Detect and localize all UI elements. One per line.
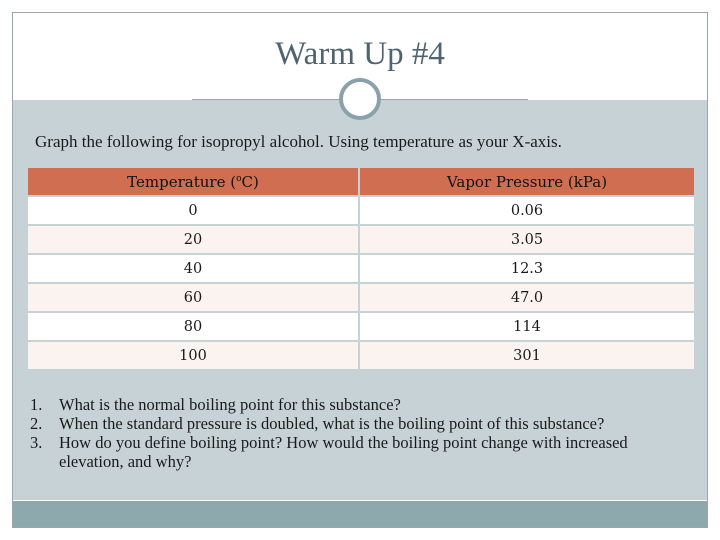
cell-temperature: 40 — [28, 255, 360, 284]
cell-pressure: 301 — [360, 342, 694, 371]
question-text: What is the normal boiling point for thi… — [59, 395, 401, 414]
bottom-bar — [13, 501, 707, 527]
intro-text: Graph the following for isopropyl alcoho… — [35, 132, 562, 151]
header-pressure: Vapor Pressure (kPa) — [360, 168, 694, 197]
header-temperature: Temperature (oC) — [28, 168, 360, 197]
data-table: Temperature (oC) Vapor Pressure (kPa) 0 … — [28, 168, 694, 371]
question-number: 1. — [30, 395, 43, 414]
cell-temperature: 100 — [28, 342, 360, 371]
header-temperature-unit: C) — [241, 172, 259, 191]
question-item: 3. How do you define boiling point? How w… — [30, 433, 680, 471]
cell-pressure: 12.3 — [360, 255, 694, 284]
question-number: 2. — [30, 414, 43, 433]
table-row: 0 0.06 — [28, 197, 694, 226]
cell-pressure: 0.06 — [360, 197, 694, 226]
degree-symbol: o — [236, 173, 242, 184]
table-header-row: Temperature (oC) Vapor Pressure (kPa) — [28, 168, 694, 197]
slide-title: Warm Up #4 — [275, 36, 445, 72]
table-row: 60 47.0 — [28, 284, 694, 313]
cell-temperature: 20 — [28, 226, 360, 255]
question-item: 2. When the standard pressure is doubled,… — [30, 414, 680, 433]
cell-temperature: 0 — [28, 197, 360, 226]
cell-pressure: 47.0 — [360, 284, 694, 313]
question-text: When the standard pressure is doubled, w… — [59, 414, 605, 433]
cell-temperature: 60 — [28, 284, 360, 313]
cell-pressure: 3.05 — [360, 226, 694, 255]
question-item: 1. What is the normal boiling point for t… — [30, 395, 680, 414]
table-row: 100 301 — [28, 342, 694, 371]
cell-temperature: 80 — [28, 313, 360, 342]
question-text: How do you define boiling point? How wou… — [59, 433, 628, 471]
question-number: 3. — [30, 433, 43, 452]
table-row: 40 12.3 — [28, 255, 694, 284]
table-row: 80 114 — [28, 313, 694, 342]
questions-list: 1. What is the normal boiling point for t… — [30, 395, 680, 471]
header-temperature-text: Temperature ( — [127, 172, 237, 191]
table-row: 20 3.05 — [28, 226, 694, 255]
circle-ornament-icon — [339, 78, 381, 120]
cell-pressure: 114 — [360, 313, 694, 342]
